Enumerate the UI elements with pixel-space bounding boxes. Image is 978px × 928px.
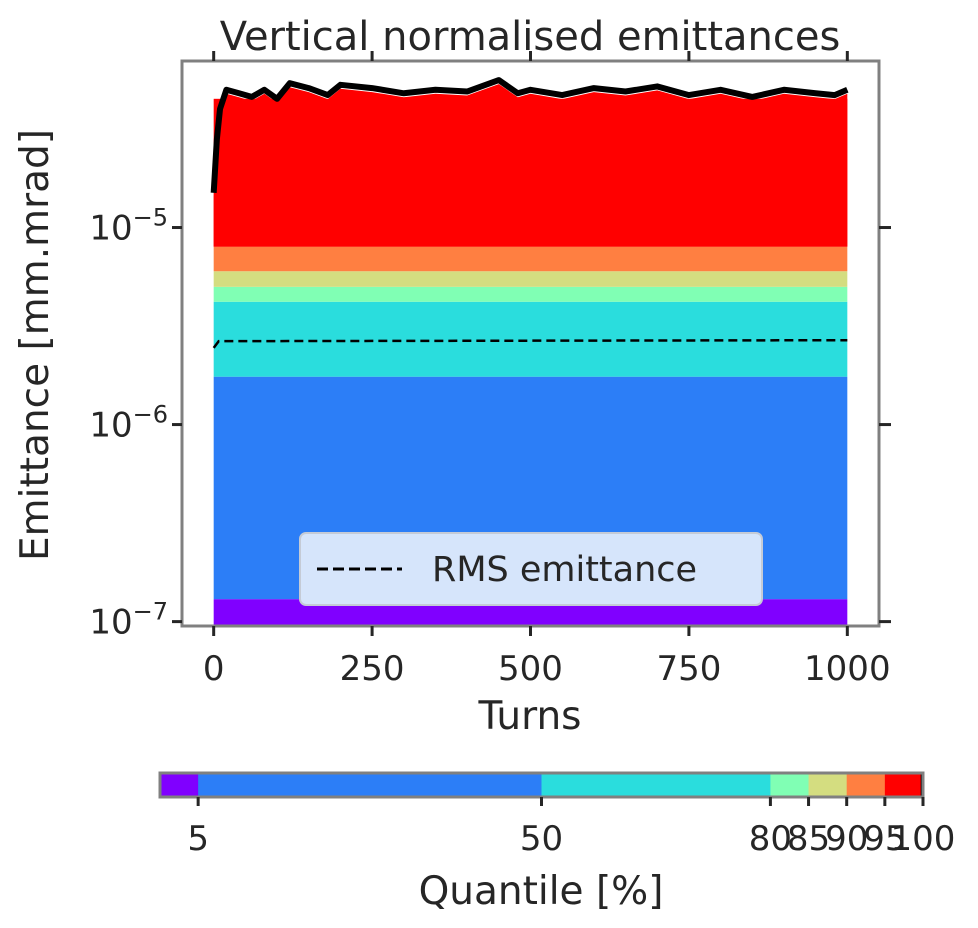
x-tick-label: 250	[340, 649, 405, 689]
y-axis-label: Emittance [mm.mrad]	[13, 129, 58, 561]
colorbar-segment	[541, 773, 771, 797]
quantile-band-85	[213, 286, 848, 302]
quantile-band-95	[213, 246, 848, 272]
y-tick-label: 10−5	[89, 204, 168, 249]
max-envelope-fill	[213, 84, 848, 247]
colorbar-segment	[808, 773, 848, 797]
y-axis-ticks: 10−7 10−6 10−5	[89, 204, 891, 643]
colorbar-tick-label: 90	[825, 819, 868, 859]
x-tick-label: 1000	[804, 649, 891, 689]
colorbar-segment	[198, 773, 542, 797]
colorbar-tick-label: 100	[891, 819, 956, 859]
quantile-band-80	[213, 301, 848, 377]
x-tick-label: 0	[203, 649, 225, 689]
quantile-band-90	[213, 271, 848, 287]
y-tick-label: 10−6	[89, 401, 168, 446]
rms-emittance-line	[212, 338, 848, 349]
colorbar	[158, 771, 925, 799]
legend-rms-label: RMS emittance	[432, 550, 697, 590]
y-tick-label: 10−7	[89, 598, 168, 643]
colorbar-label: Quantile [%]	[419, 869, 664, 914]
colorbar-segment	[884, 773, 922, 797]
data-lines	[210, 77, 849, 349]
colorbar-segment	[770, 773, 810, 797]
legend: RMS emittance	[299, 532, 763, 606]
x-axis-label: Turns	[477, 694, 581, 739]
x-tick-label: 750	[656, 649, 721, 689]
x-axis-ticks: 0 250 500 750 1000	[203, 51, 891, 689]
colorbar-tick-label: 80	[749, 819, 792, 859]
colorbar-segment	[846, 773, 886, 797]
colorbar-tick-label: 85	[787, 819, 830, 859]
legend-box	[299, 532, 763, 606]
max-emittance-line	[210, 77, 849, 194]
x-tick-label: 500	[498, 649, 563, 689]
colorbar-tick-label: 95	[863, 819, 906, 859]
colorbar-tick-label: 5	[187, 819, 209, 859]
colorbar-tick-label: 50	[520, 819, 563, 859]
colorbar-segment	[160, 773, 199, 797]
